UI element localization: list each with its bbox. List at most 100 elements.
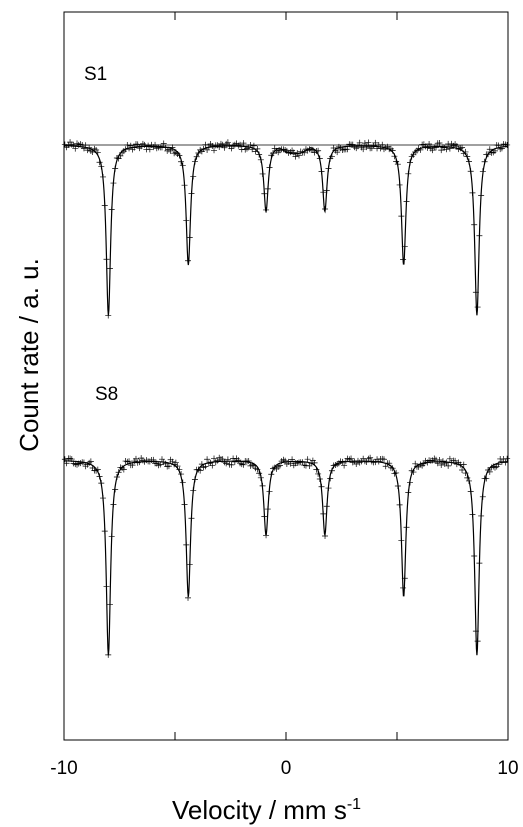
data-point bbox=[256, 151, 263, 158]
data-point bbox=[452, 457, 459, 464]
data-point bbox=[349, 459, 356, 466]
data-point bbox=[360, 146, 367, 153]
data-point bbox=[82, 142, 89, 149]
data-point bbox=[233, 455, 240, 462]
data-point bbox=[361, 458, 368, 465]
data-point bbox=[263, 206, 270, 213]
data-point bbox=[249, 146, 256, 153]
data-point bbox=[127, 142, 134, 149]
data-point bbox=[372, 139, 379, 146]
data-point bbox=[455, 146, 462, 153]
data-point bbox=[351, 458, 358, 465]
data-point bbox=[401, 575, 408, 582]
series-layer bbox=[61, 139, 511, 658]
data-point bbox=[325, 485, 332, 492]
x-axis-title-text: Velocity / mm s bbox=[172, 795, 347, 825]
data-point bbox=[108, 206, 115, 213]
data-point bbox=[400, 256, 407, 263]
data-point bbox=[311, 459, 318, 466]
data-point bbox=[72, 145, 79, 152]
data-point bbox=[252, 465, 259, 472]
data-point bbox=[136, 459, 143, 466]
data-point bbox=[301, 462, 308, 469]
data-point bbox=[183, 541, 190, 548]
data-point bbox=[89, 465, 96, 471]
data-point bbox=[167, 147, 174, 154]
x-axis-tick-labels: -10 0 10 bbox=[50, 758, 518, 779]
data-point bbox=[446, 145, 453, 152]
data-point bbox=[465, 158, 472, 165]
data-point bbox=[271, 145, 278, 152]
data-point bbox=[178, 158, 185, 165]
data-point bbox=[96, 159, 103, 166]
data-point bbox=[436, 139, 443, 146]
data-point bbox=[459, 466, 466, 473]
data-point bbox=[325, 165, 332, 172]
data-point bbox=[132, 455, 139, 462]
data-point bbox=[115, 469, 122, 476]
data-point bbox=[363, 458, 370, 465]
data-point bbox=[453, 461, 460, 468]
data-point bbox=[460, 461, 467, 468]
data-point bbox=[380, 456, 387, 463]
data-point bbox=[398, 537, 405, 544]
data-point bbox=[405, 170, 412, 177]
data-point bbox=[86, 144, 93, 151]
fit-curve bbox=[63, 145, 509, 316]
data-point bbox=[70, 141, 77, 148]
data-point bbox=[407, 479, 414, 486]
data-point bbox=[438, 461, 445, 468]
data-point bbox=[257, 474, 264, 481]
data-point bbox=[264, 185, 271, 192]
data-point bbox=[261, 513, 268, 520]
data-point bbox=[186, 561, 193, 568]
data-point bbox=[320, 510, 327, 517]
data-point bbox=[481, 158, 488, 165]
data-point bbox=[261, 190, 268, 197]
x-tick-label: -10 bbox=[50, 758, 77, 779]
data-point bbox=[353, 460, 360, 467]
data-point bbox=[120, 466, 127, 473]
data-point bbox=[77, 460, 84, 467]
data-point bbox=[224, 139, 231, 146]
data-point bbox=[98, 163, 105, 170]
data-point bbox=[462, 148, 469, 155]
data-point bbox=[165, 463, 172, 470]
data-point bbox=[471, 553, 478, 560]
data-point bbox=[96, 473, 103, 480]
data-point bbox=[119, 149, 126, 156]
data-point bbox=[322, 206, 329, 212]
data-point bbox=[219, 456, 226, 463]
data-point bbox=[328, 467, 335, 474]
data-point bbox=[200, 145, 207, 152]
data-point bbox=[339, 458, 346, 465]
data-point bbox=[68, 456, 75, 463]
data-point bbox=[424, 144, 431, 151]
data-point bbox=[474, 304, 481, 311]
data-point bbox=[330, 144, 337, 151]
data-point bbox=[98, 480, 105, 487]
x-tick-label: 10 bbox=[497, 758, 518, 779]
data-point bbox=[379, 455, 386, 462]
data-point bbox=[341, 462, 348, 469]
data-point bbox=[112, 165, 119, 172]
data-point bbox=[235, 457, 242, 464]
data-point bbox=[443, 459, 450, 466]
data-point bbox=[476, 232, 483, 239]
data-point bbox=[491, 147, 498, 154]
data-point bbox=[101, 202, 108, 209]
data-point bbox=[129, 462, 136, 469]
data-point bbox=[276, 462, 283, 469]
data-point bbox=[110, 501, 117, 508]
data-point bbox=[183, 217, 190, 224]
data-point bbox=[495, 142, 502, 149]
data-point bbox=[386, 460, 393, 467]
data-point bbox=[94, 466, 101, 473]
data-point bbox=[198, 461, 205, 468]
data-point bbox=[474, 638, 481, 645]
data-point bbox=[396, 501, 403, 508]
data-point bbox=[410, 469, 417, 476]
data-point bbox=[407, 159, 414, 166]
data-point bbox=[323, 503, 330, 510]
data-point bbox=[498, 145, 505, 152]
